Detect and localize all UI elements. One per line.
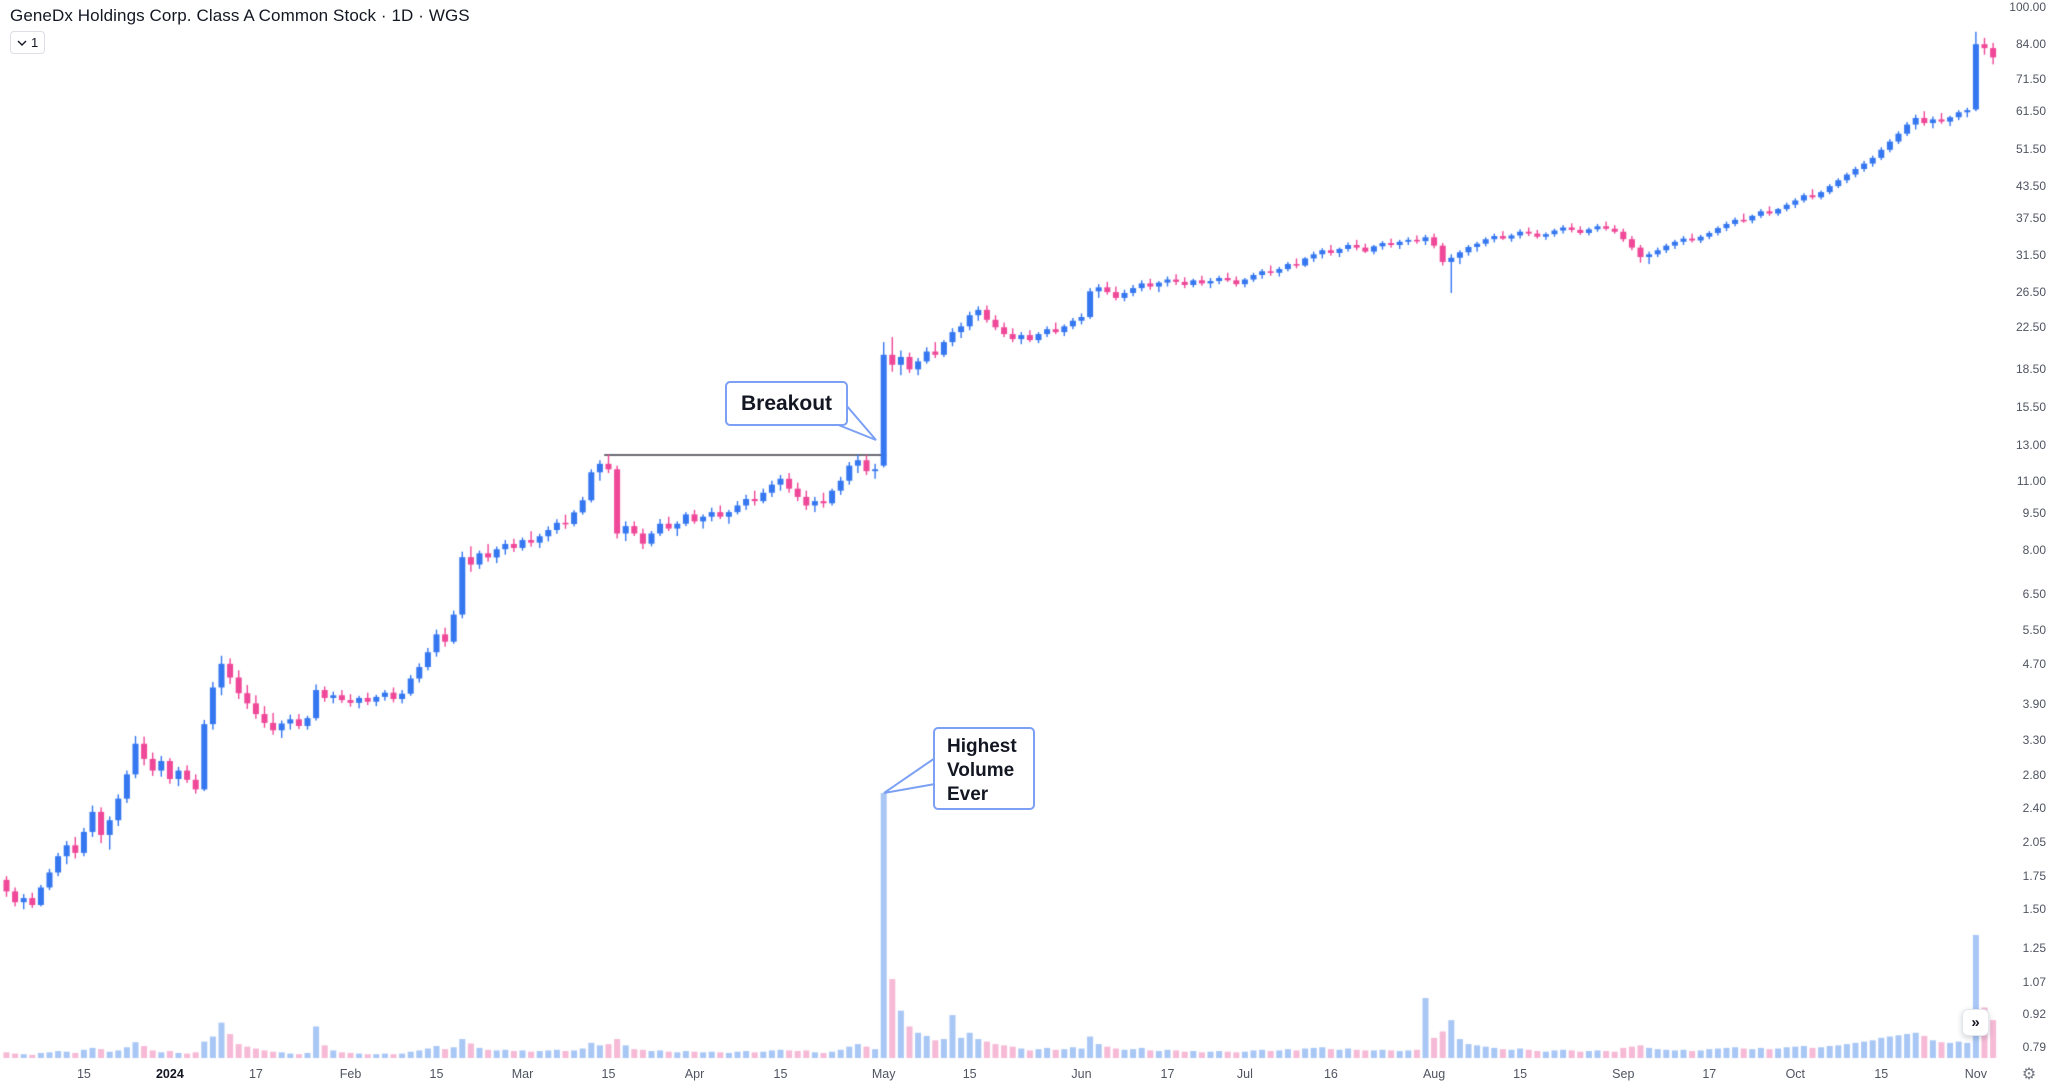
price-axis-label: 2.40 (2022, 801, 2046, 816)
time-axis-label: Mar (511, 1067, 534, 1081)
time-axis-label: 15 (601, 1067, 616, 1081)
price-axis-label: 61.50 (2015, 104, 2046, 119)
price-axis-label: 13.00 (2015, 438, 2046, 453)
price-axis-label: 15.50 (2015, 400, 2046, 415)
time-axis-label: 2024 (155, 1067, 184, 1081)
highest-volume-line-3: Ever (947, 784, 989, 805)
price-axis-label: 1.07 (2022, 974, 2046, 989)
time-axis-label: Sep (1612, 1067, 1635, 1081)
price-axis-label: 1.75 (2022, 869, 2046, 884)
time-axis-label: Jul (1236, 1067, 1253, 1081)
price-axis-label: 22.50 (2015, 320, 2046, 335)
time-axis-label: 15 (76, 1067, 91, 1081)
time-axis-label: Oct (1785, 1067, 1806, 1081)
breakout-annotation[interactable]: Breakout (725, 381, 848, 426)
price-axis-label: 6.50 (2022, 587, 2046, 602)
price-axis-label: 4.70 (2022, 656, 2046, 671)
price-axis-label: 11.00 (2016, 474, 2046, 489)
price-axis-label: 5.50 (2022, 623, 2046, 638)
time-axis-label: 17 (1160, 1067, 1175, 1081)
time-axis-label: 17 (248, 1067, 263, 1081)
price-axis-label: 9.50 (2022, 505, 2046, 520)
highest-volume-line-1: Highest (947, 736, 1017, 757)
time-axis-label: Jun (1071, 1067, 1092, 1081)
interval-label: 1 (31, 35, 39, 50)
price-axis[interactable]: 100.00 84.00 71.50 61.50 51.50 43.50 37.50 31.5… (1998, 0, 2048, 1058)
price-axis-label: 84.00 (2015, 37, 2046, 52)
price-axis-label: 26.50 (2015, 285, 2046, 300)
time-axis-label: Feb (339, 1067, 362, 1081)
legend-collapse-button[interactable]: 1 (10, 31, 46, 54)
time-axis-label: Aug (1422, 1067, 1446, 1081)
time-axis-label: 15 (962, 1067, 977, 1081)
time-axis-label: 15 (429, 1067, 444, 1081)
price-axis-label: 3.90 (2022, 696, 2046, 711)
highest-volume-annotation[interactable]: Highest Volume Ever (933, 727, 1035, 810)
price-axis-label: 2.05 (2022, 835, 2046, 850)
time-axis-label: 15 (1513, 1067, 1528, 1081)
price-axis-label: 1.50 (2022, 902, 2046, 917)
price-axis-label: 2.80 (2022, 768, 2046, 783)
time-axis[interactable]: 15 2024 17 Feb 15 Mar 15 Apr 15 May 15 Jun 17 Jul 16 Au… (0, 1058, 2008, 1090)
chart-title: GeneDx Holdings Corp. Class A Common Sto… (10, 6, 470, 25)
double-chevron-right-icon: » (1971, 1014, 1980, 1031)
price-axis-label: 1.25 (2022, 941, 2046, 956)
price-axis-label: 0.92 (2022, 1007, 2046, 1022)
price-axis-label: 37.50 (2015, 210, 2046, 225)
settings-gear-icon[interactable]: ⚙ (2021, 1066, 2037, 1083)
price-axis-label: 18.50 (2015, 362, 2046, 377)
time-axis-label: 16 (1323, 1067, 1338, 1081)
time-axis-label: Apr (684, 1067, 705, 1081)
price-axis-label: 31.50 (2015, 247, 2046, 262)
breakout-annotation-text: Breakout (740, 391, 833, 415)
jump-to-latest-button[interactable]: » (1962, 1009, 1989, 1036)
price-axis-label: 51.50 (2015, 142, 2046, 157)
chevron-down-icon (17, 40, 27, 46)
time-axis-label: 15 (773, 1067, 788, 1081)
time-axis-label: Nov (1964, 1067, 1988, 1081)
price-axis-label: 43.50 (2015, 178, 2046, 193)
price-axis-label: 8.00 (2022, 542, 2046, 557)
highest-volume-line-2: Volume (947, 760, 1015, 781)
chart-legend-row: GeneDx Holdings Corp. Class A Common Sto… (10, 6, 470, 26)
time-axis-label: May (871, 1067, 896, 1081)
price-axis-label: 71.50 (2015, 71, 2046, 86)
price-axis-label: 100.00 (2009, 0, 2046, 14)
time-axis-label: 17 (1702, 1067, 1717, 1081)
price-axis-label: 3.30 (2022, 732, 2046, 747)
time-axis-label: 15 (1874, 1067, 1889, 1081)
price-axis-label: 0.79 (2022, 1040, 2046, 1055)
